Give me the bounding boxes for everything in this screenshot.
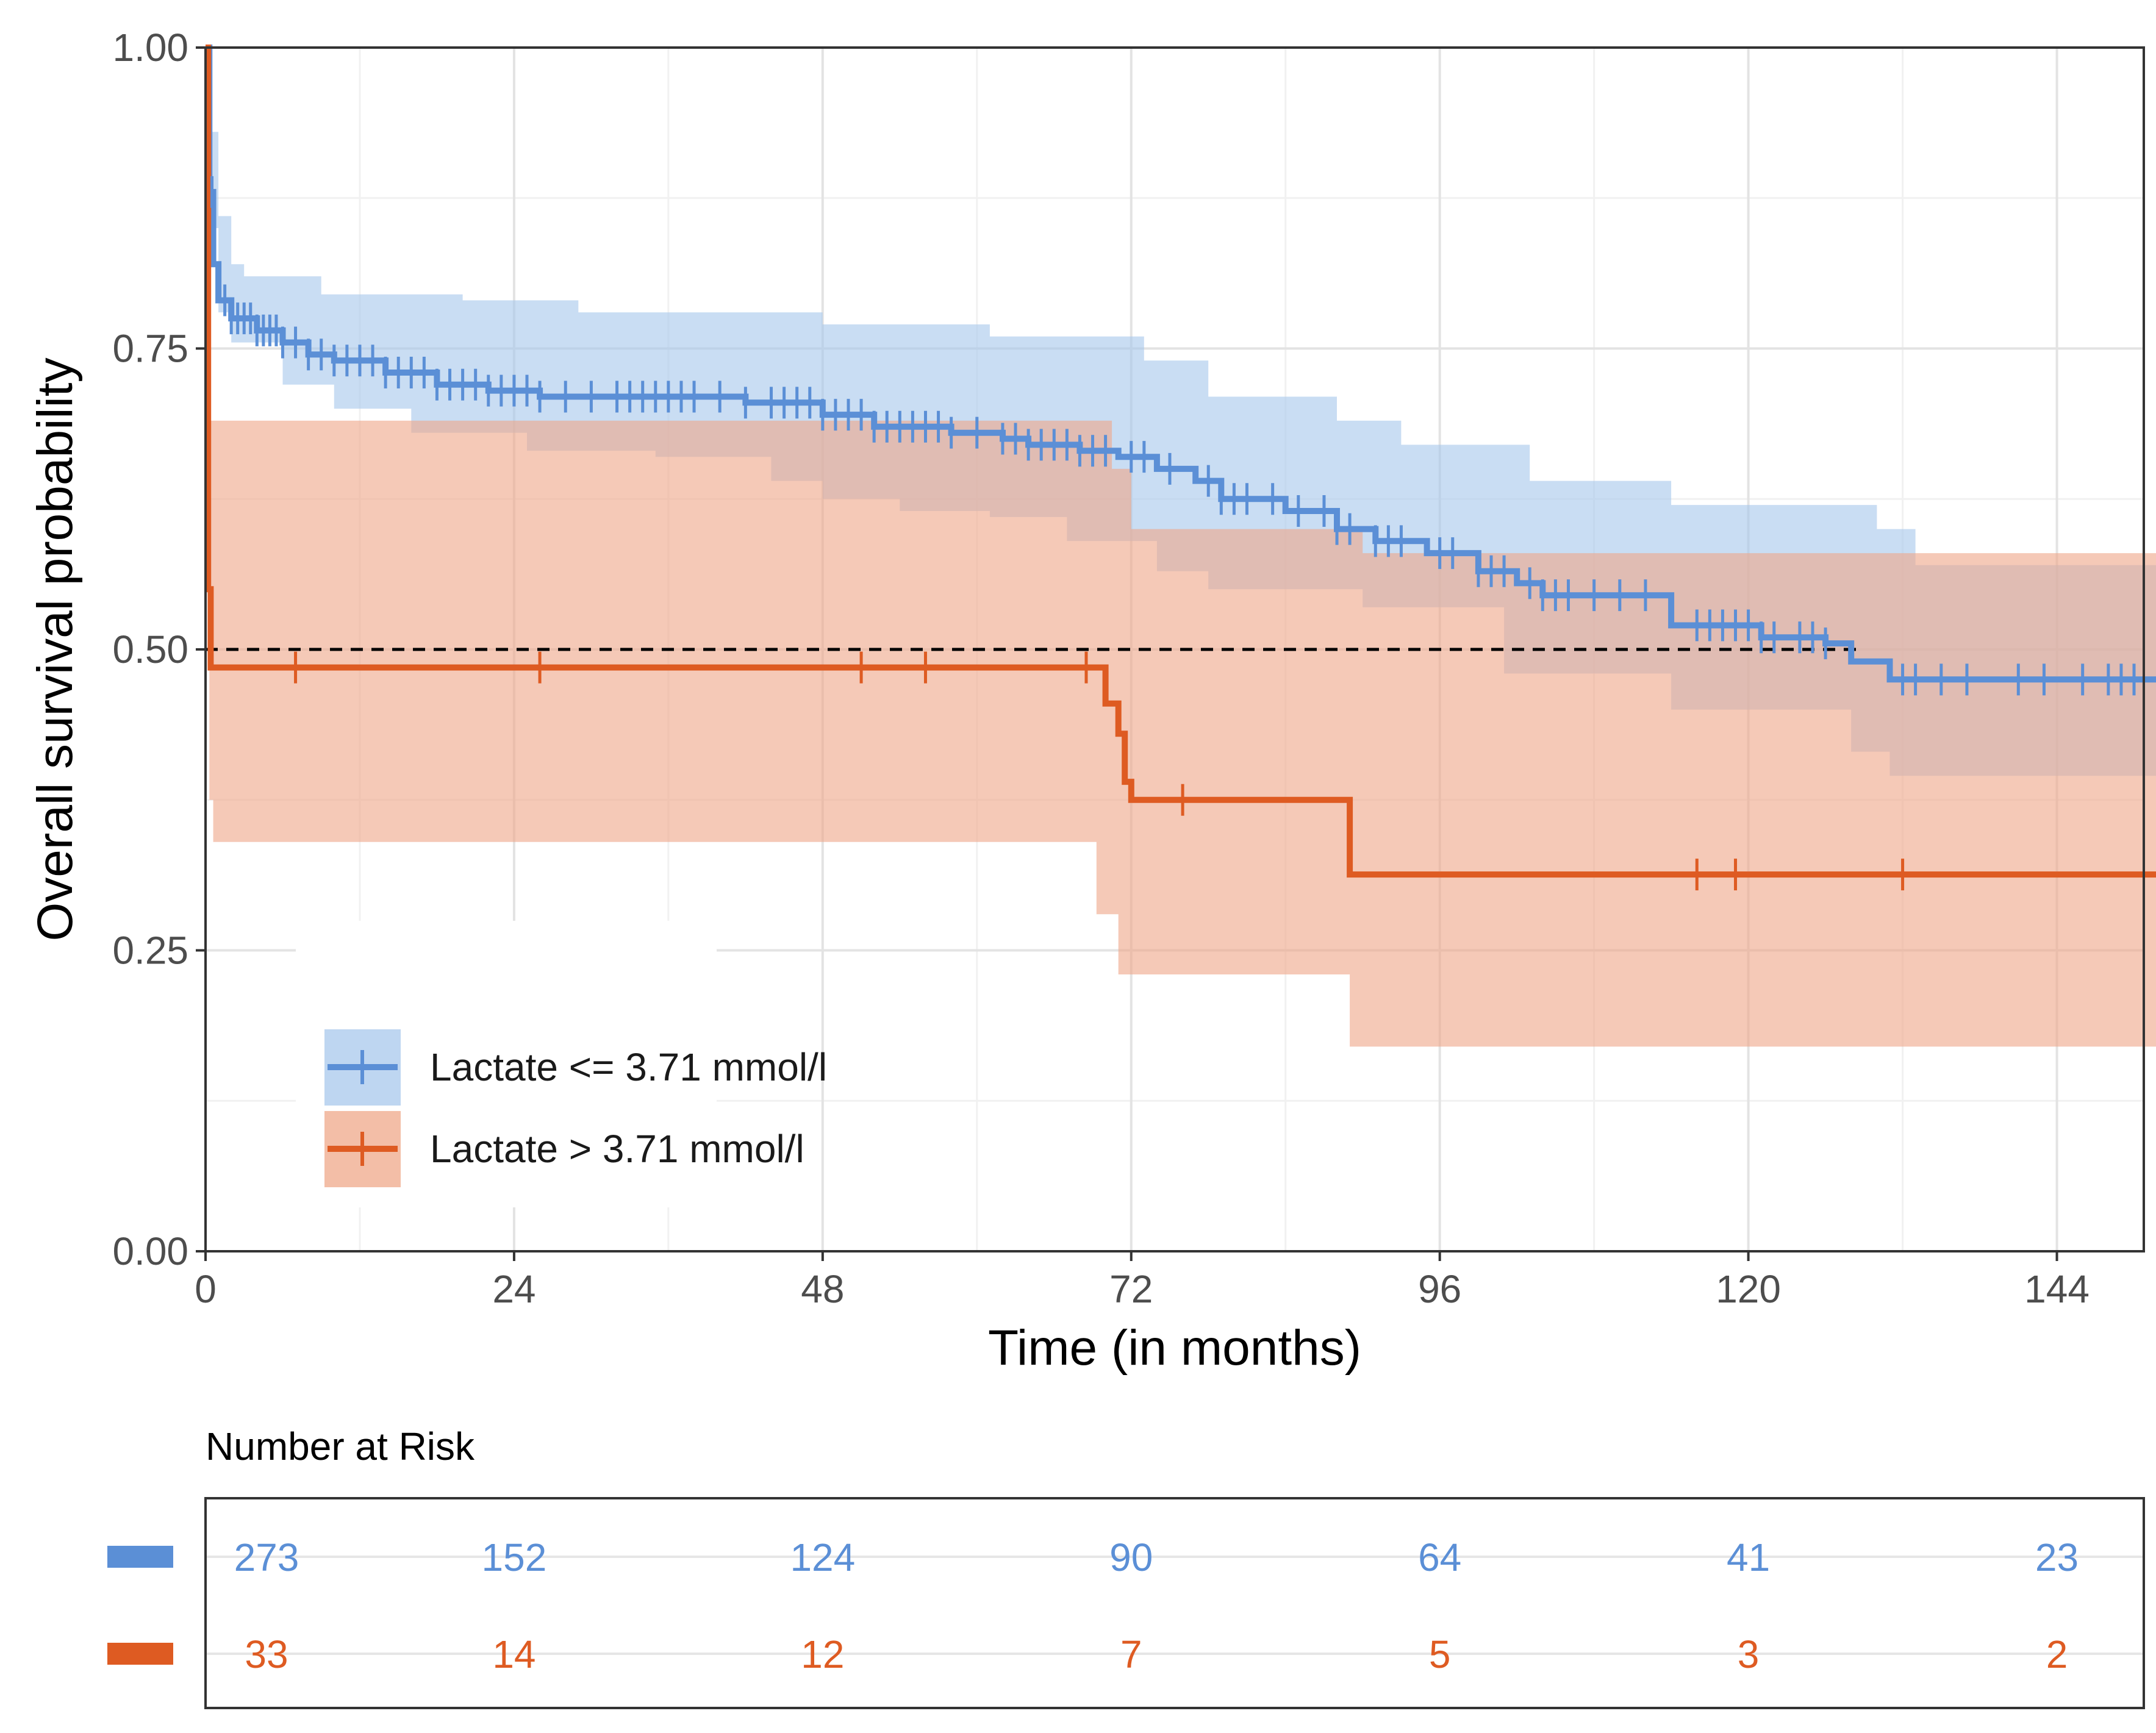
ci-band-high-lactate	[206, 48, 2156, 1047]
y-tick-label: 0.50	[112, 627, 188, 671]
y-axis-title: Overall survival probability	[27, 357, 83, 941]
legend-label-low-lactate: Lactate <= 3.71 mmol/l	[430, 1045, 827, 1089]
risk-count-cell: 124	[790, 1535, 855, 1579]
legend-label-high-lactate: Lactate > 3.71 mmol/l	[430, 1127, 804, 1171]
risk-count-cell: 33	[245, 1632, 288, 1676]
risk-count-cell: 23	[2035, 1535, 2079, 1579]
risk-count-cell: 41	[1727, 1535, 1770, 1579]
x-axis-ticks: 024487296120144168192	[195, 1251, 2090, 1311]
risk-count-cell: 152	[482, 1535, 547, 1579]
risk-table-panel	[204, 1497, 2145, 1709]
y-axis-ticks: 0.00 0.25 0.50 0.75 1.00	[112, 26, 206, 1273]
risk-table-title: Number at Risk	[206, 1424, 475, 1468]
x-tick-label: 144	[2024, 1267, 2090, 1311]
risk-count-cell: 2	[2046, 1632, 2068, 1676]
legend-item-low-lactate: Lactate <= 3.71 mmol/l	[324, 1029, 827, 1106]
risk-count-cell: 7	[1120, 1632, 1142, 1676]
risk-row-key	[107, 1643, 173, 1665]
risk-count-cell: 5	[1429, 1632, 1451, 1676]
x-tick-label: 24	[492, 1267, 535, 1311]
risk-count-cell: 12	[801, 1632, 844, 1676]
risk-count-cell: 3	[1738, 1632, 1760, 1676]
x-tick-label: 96	[1418, 1267, 1461, 1311]
risk-count-cell: 90	[1109, 1535, 1153, 1579]
x-tick-label: 72	[1109, 1267, 1153, 1311]
x-tick-label: 0	[195, 1267, 217, 1311]
x-axis-title: Time (in months)	[988, 1320, 1361, 1376]
x-tick-label: 120	[1716, 1267, 1781, 1311]
censor-marks	[210, 176, 2136, 891]
y-tick-label: 1.00	[112, 26, 188, 70]
y-tick-label: 0.75	[112, 327, 188, 371]
legend-item-high-lactate: Lactate > 3.71 mmol/l	[324, 1111, 804, 1187]
curve-high-lactate	[205, 45, 2156, 878]
x-tick-label: 48	[801, 1267, 844, 1311]
risk-row-key	[107, 1546, 173, 1568]
risk-table-cells: 27315212490644123114331412753220	[234, 1535, 2079, 1676]
risk-count-cell: 14	[492, 1632, 535, 1676]
y-tick-label: 0.25	[112, 929, 188, 973]
y-tick-label: 0.00	[112, 1229, 188, 1273]
risk-table-keys	[107, 1546, 173, 1665]
risk-count-cell: 273	[234, 1535, 299, 1579]
legend: Lactate <= 3.71 mmol/l Lactate > 3.71 mm…	[324, 1029, 827, 1187]
risk-count-cell: 64	[1418, 1535, 1461, 1579]
